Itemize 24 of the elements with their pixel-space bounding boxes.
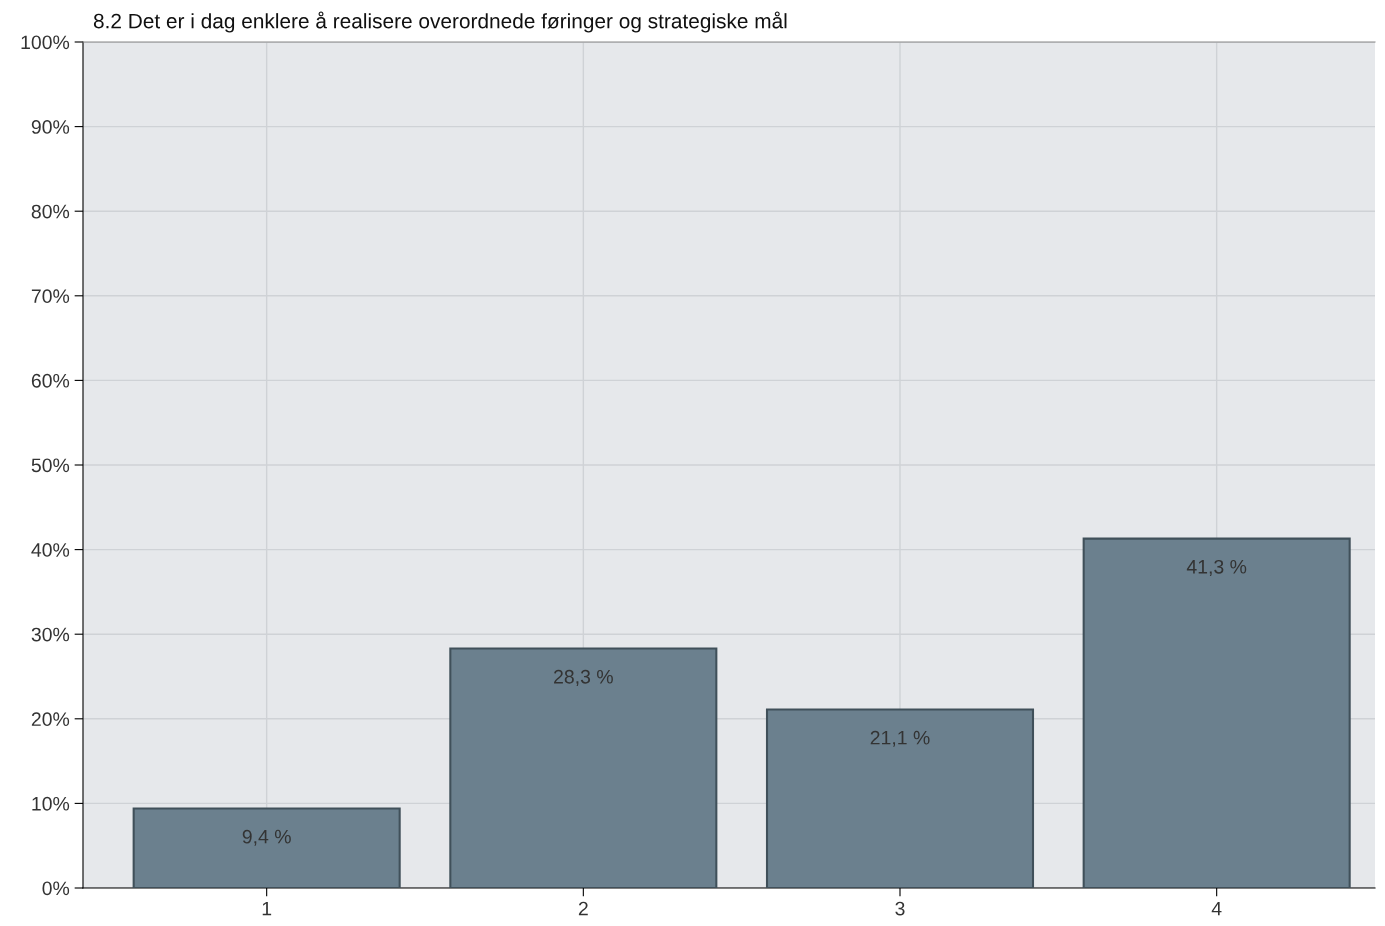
x-tick-label: 2	[578, 901, 588, 916]
y-tick-label: 50%	[31, 458, 70, 473]
x-tick-label: 3	[895, 901, 905, 916]
data-label: 28,3 %	[554, 669, 613, 686]
chart-title: 8.2 Det er i dag enklere å realisere overordnede føringer og strategiske mål	[93, 11, 787, 33]
y-tick-label: 90%	[31, 120, 70, 134]
x-tick-label: 1	[262, 901, 272, 916]
y-tick-label: 0%	[42, 881, 70, 896]
data-label: 9,4 %	[242, 829, 291, 846]
y-tick-label: 10%	[32, 796, 70, 811]
y-tick-label: 40%	[31, 543, 70, 557]
data-label: 41,3 %	[1186, 559, 1247, 576]
y-tick-label: 70%	[31, 289, 70, 304]
bar	[449, 647, 718, 888]
y-tick-label: 20%	[31, 712, 70, 727]
bar	[765, 708, 1035, 888]
y-tick-label: 60%	[31, 373, 70, 388]
y-tick-label: 80%	[31, 204, 70, 219]
y-tick-label: 30%	[31, 627, 70, 642]
data-label: 21,1 %	[870, 730, 930, 747]
x-tick-label: 4	[1211, 901, 1222, 916]
bar	[132, 807, 401, 888]
y-tick-label: 100%	[21, 35, 70, 50]
bar	[1082, 537, 1351, 888]
